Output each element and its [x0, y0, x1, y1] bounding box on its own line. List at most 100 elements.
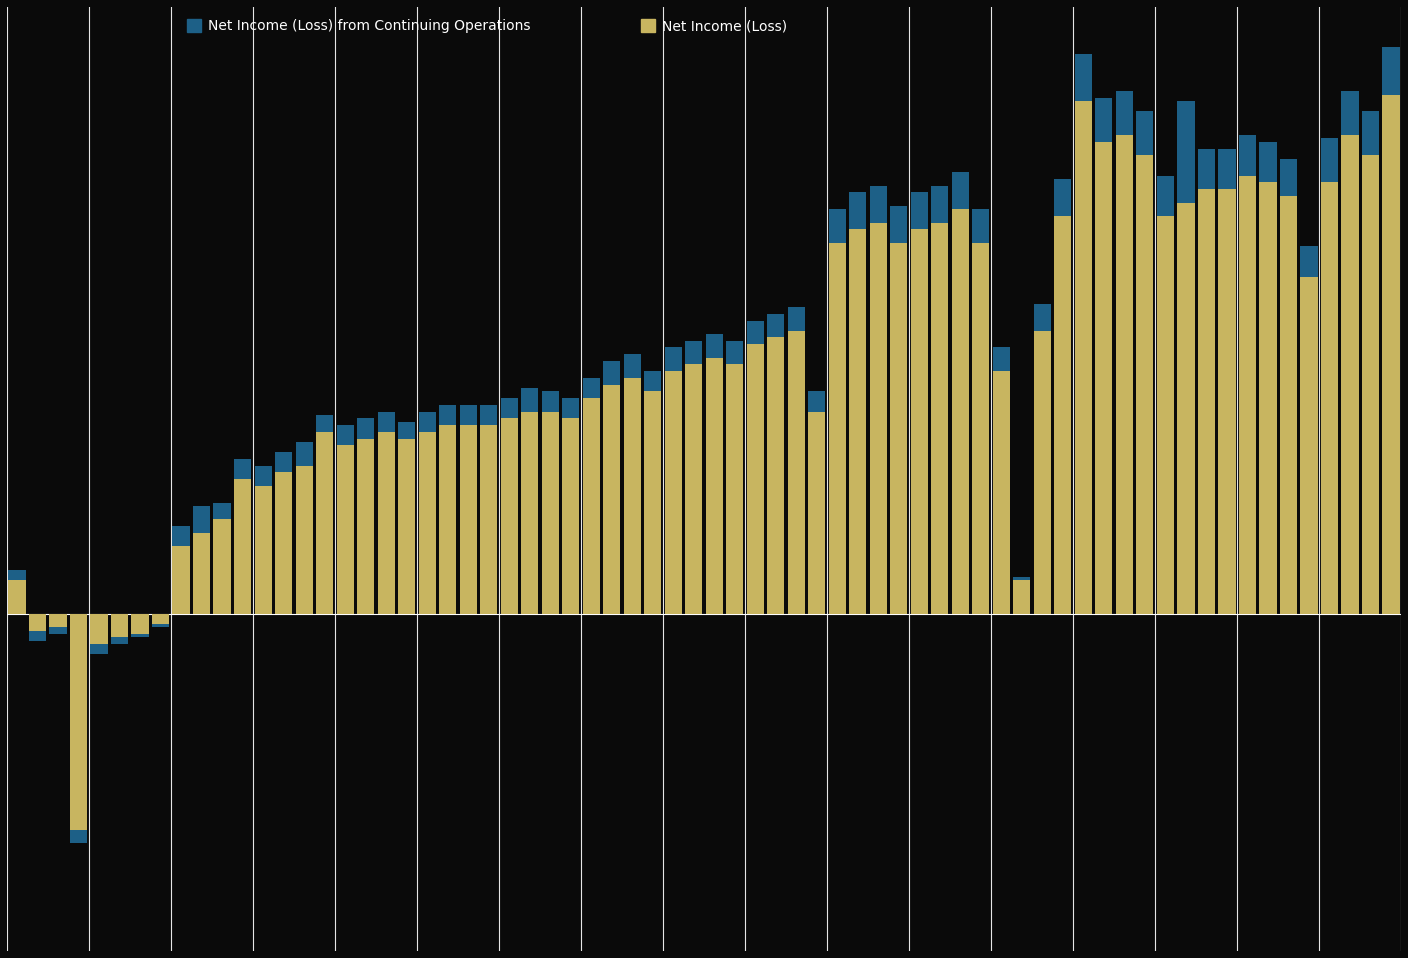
Bar [828, 243, 846, 614]
Bar [1014, 581, 1031, 614]
Bar [643, 391, 662, 614]
Bar [1300, 277, 1318, 614]
Bar [1340, 135, 1359, 614]
Bar [931, 223, 949, 614]
Bar [787, 307, 805, 331]
Bar [439, 425, 456, 614]
Bar [214, 503, 231, 519]
Bar [152, 614, 169, 624]
Bar [952, 209, 969, 614]
Bar [275, 472, 293, 614]
Bar [746, 321, 765, 344]
Bar [890, 243, 908, 614]
Bar [255, 466, 272, 486]
Bar [705, 334, 722, 357]
Bar [521, 412, 538, 614]
Bar [8, 570, 25, 581]
Bar [1055, 216, 1071, 614]
Bar [624, 377, 641, 614]
Bar [583, 377, 600, 399]
Bar [1055, 179, 1071, 216]
Bar [1259, 182, 1277, 614]
Bar [911, 230, 928, 614]
Bar [214, 519, 231, 614]
Bar [337, 445, 353, 614]
Bar [870, 186, 887, 223]
Bar [1177, 202, 1194, 614]
Bar [173, 526, 190, 546]
Bar [131, 614, 149, 634]
Bar [562, 399, 580, 419]
Bar [665, 348, 681, 371]
Bar [972, 209, 990, 243]
Bar [1115, 91, 1133, 135]
Bar [480, 425, 497, 614]
Bar [1033, 304, 1050, 331]
Bar [1177, 102, 1194, 202]
Bar [952, 172, 969, 209]
Bar [398, 439, 415, 614]
Bar [727, 341, 743, 364]
Bar [1136, 111, 1153, 155]
Bar [358, 439, 375, 614]
Bar [1383, 47, 1400, 95]
Bar [1014, 577, 1031, 581]
Bar [542, 412, 559, 614]
Bar [686, 364, 703, 614]
Bar [1156, 175, 1174, 216]
Bar [1362, 155, 1378, 614]
Bar [705, 357, 722, 614]
Bar [870, 223, 887, 614]
Bar [787, 331, 805, 614]
Bar [993, 348, 1010, 371]
Bar [767, 314, 784, 337]
Bar [727, 364, 743, 614]
Bar [1239, 135, 1256, 175]
Legend: Net Income (Loss) from Continuing Operations, Net Income (Loss): Net Income (Loss) from Continuing Operat… [182, 13, 793, 39]
Bar [849, 230, 866, 614]
Bar [500, 399, 518, 419]
Bar [358, 419, 375, 439]
Bar [459, 405, 477, 425]
Bar [315, 415, 334, 432]
Bar [49, 627, 68, 634]
Bar [1218, 148, 1235, 189]
Bar [111, 637, 128, 644]
Bar [30, 630, 46, 641]
Bar [439, 405, 456, 425]
Bar [1156, 216, 1174, 614]
Bar [8, 581, 25, 614]
Bar [562, 419, 580, 614]
Bar [398, 422, 415, 439]
Bar [234, 459, 252, 479]
Bar [500, 419, 518, 614]
Bar [70, 830, 87, 843]
Bar [890, 206, 908, 243]
Bar [1095, 98, 1112, 142]
Bar [1218, 189, 1235, 614]
Bar [296, 442, 313, 466]
Bar [603, 361, 621, 384]
Bar [173, 546, 190, 614]
Bar [1136, 155, 1153, 614]
Bar [1321, 139, 1338, 182]
Bar [1362, 111, 1378, 155]
Bar [1321, 182, 1338, 614]
Bar [911, 193, 928, 230]
Bar [1074, 102, 1093, 614]
Bar [30, 614, 46, 630]
Bar [603, 384, 621, 614]
Bar [234, 479, 252, 614]
Bar [480, 405, 497, 425]
Bar [275, 452, 293, 472]
Bar [1074, 55, 1093, 102]
Bar [665, 371, 681, 614]
Bar [70, 614, 87, 830]
Bar [746, 344, 765, 614]
Bar [643, 371, 662, 391]
Bar [1280, 195, 1297, 614]
Bar [296, 466, 313, 614]
Bar [686, 341, 703, 364]
Bar [152, 624, 169, 627]
Bar [337, 425, 353, 445]
